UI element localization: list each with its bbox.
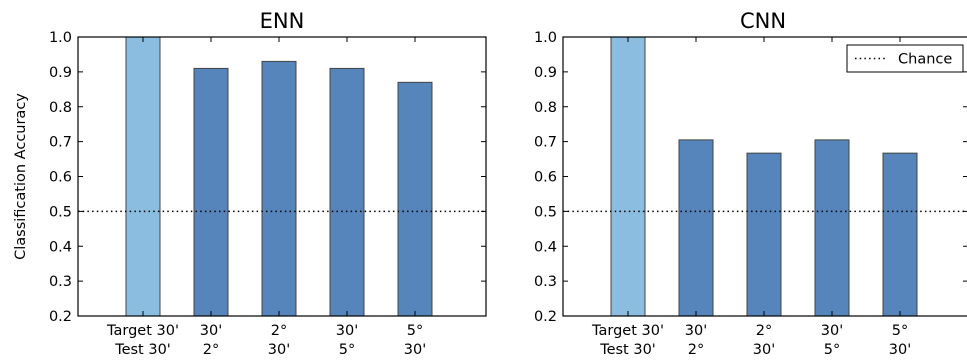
- x-tick-label-line2: Test 30': [114, 342, 171, 358]
- y-tick-label: 0.4: [534, 239, 557, 255]
- panel-cnn: CNN 0.2 0.3 0.4 0.5 0.6 0.7 0.8 0.9 1.0 Target 30'…: [534, 9, 967, 358]
- bar-1: [193, 67, 229, 317]
- x-tick-label-line1: 30': [200, 323, 222, 339]
- y-tick-label: 0.7: [534, 135, 557, 151]
- y-axis-label: Classification Accuracy: [13, 93, 29, 260]
- panel-enn: ENN 0.2 0.3 0.4 0.5 0.6 0.7 0.8 0.9 1.0 Target 30'…: [13, 9, 487, 358]
- x-tick-label-line1: 30': [685, 323, 707, 339]
- y-tick-label: 0.3: [534, 274, 557, 290]
- y-tick-label: 0.9: [49, 65, 72, 81]
- legend-box: [846, 44, 964, 73]
- bar-3: [814, 139, 850, 317]
- x-tick-label-line1: 2°: [756, 323, 772, 339]
- x-tick-label-line2: 30': [889, 342, 911, 358]
- y-tick-label: 0.5: [534, 204, 557, 220]
- legend: Chance: [846, 44, 964, 73]
- chart-title: CNN: [740, 9, 786, 33]
- x-tick-label-line2: 30': [268, 342, 290, 358]
- bar-4: [882, 152, 918, 317]
- y-tick-label: 0.9: [534, 65, 557, 81]
- y-tick-label: 0.8: [534, 100, 557, 116]
- y-tick-label: 0.2: [534, 309, 557, 325]
- x-tick-label-line1: 30': [336, 323, 358, 339]
- x-tick-label-line1: Target 30': [591, 323, 664, 339]
- bar-1: [678, 139, 714, 317]
- y-tick-label: 0.2: [49, 309, 72, 325]
- y-tick-label: 0.3: [49, 274, 72, 290]
- bar-3: [329, 67, 365, 317]
- x-tick-label-line1: 5°: [892, 323, 908, 339]
- bar-2: [261, 60, 297, 317]
- bar-0: [125, 36, 161, 317]
- y-tick-label: 0.8: [49, 100, 72, 116]
- legend-chance-label: Chance: [898, 52, 952, 68]
- chart-title: ENN: [260, 9, 305, 33]
- x-tick-label-line2: 5°: [824, 342, 840, 358]
- x-tick-label-line1: 5°: [407, 323, 423, 339]
- y-tick-label: 1.0: [49, 30, 72, 46]
- x-tick-label-line2: 5°: [339, 342, 355, 358]
- y-tick-label: 0.7: [49, 135, 72, 151]
- y-tick-label: 0.4: [49, 239, 72, 255]
- x-tick-label-line1: 30': [821, 323, 843, 339]
- bar-2: [746, 152, 782, 317]
- y-tick-label: 0.6: [49, 170, 72, 186]
- x-tick-label-line2: 2°: [203, 342, 219, 358]
- x-tick-label-line2: 30': [404, 342, 426, 358]
- y-tick-label: 1.0: [534, 30, 557, 46]
- x-tick-label-line2: 30': [753, 342, 775, 358]
- x-tick-label-line2: Test 30': [599, 342, 656, 358]
- x-tick-label-line1: Target 30': [106, 323, 179, 339]
- bar-0: [610, 36, 646, 317]
- y-tick-label: 0.5: [49, 204, 72, 220]
- x-tick-label-line2: 2°: [688, 342, 704, 358]
- y-tick-label: 0.6: [534, 170, 557, 186]
- bar-4: [397, 81, 433, 317]
- x-tick-label-line1: 2°: [271, 323, 287, 339]
